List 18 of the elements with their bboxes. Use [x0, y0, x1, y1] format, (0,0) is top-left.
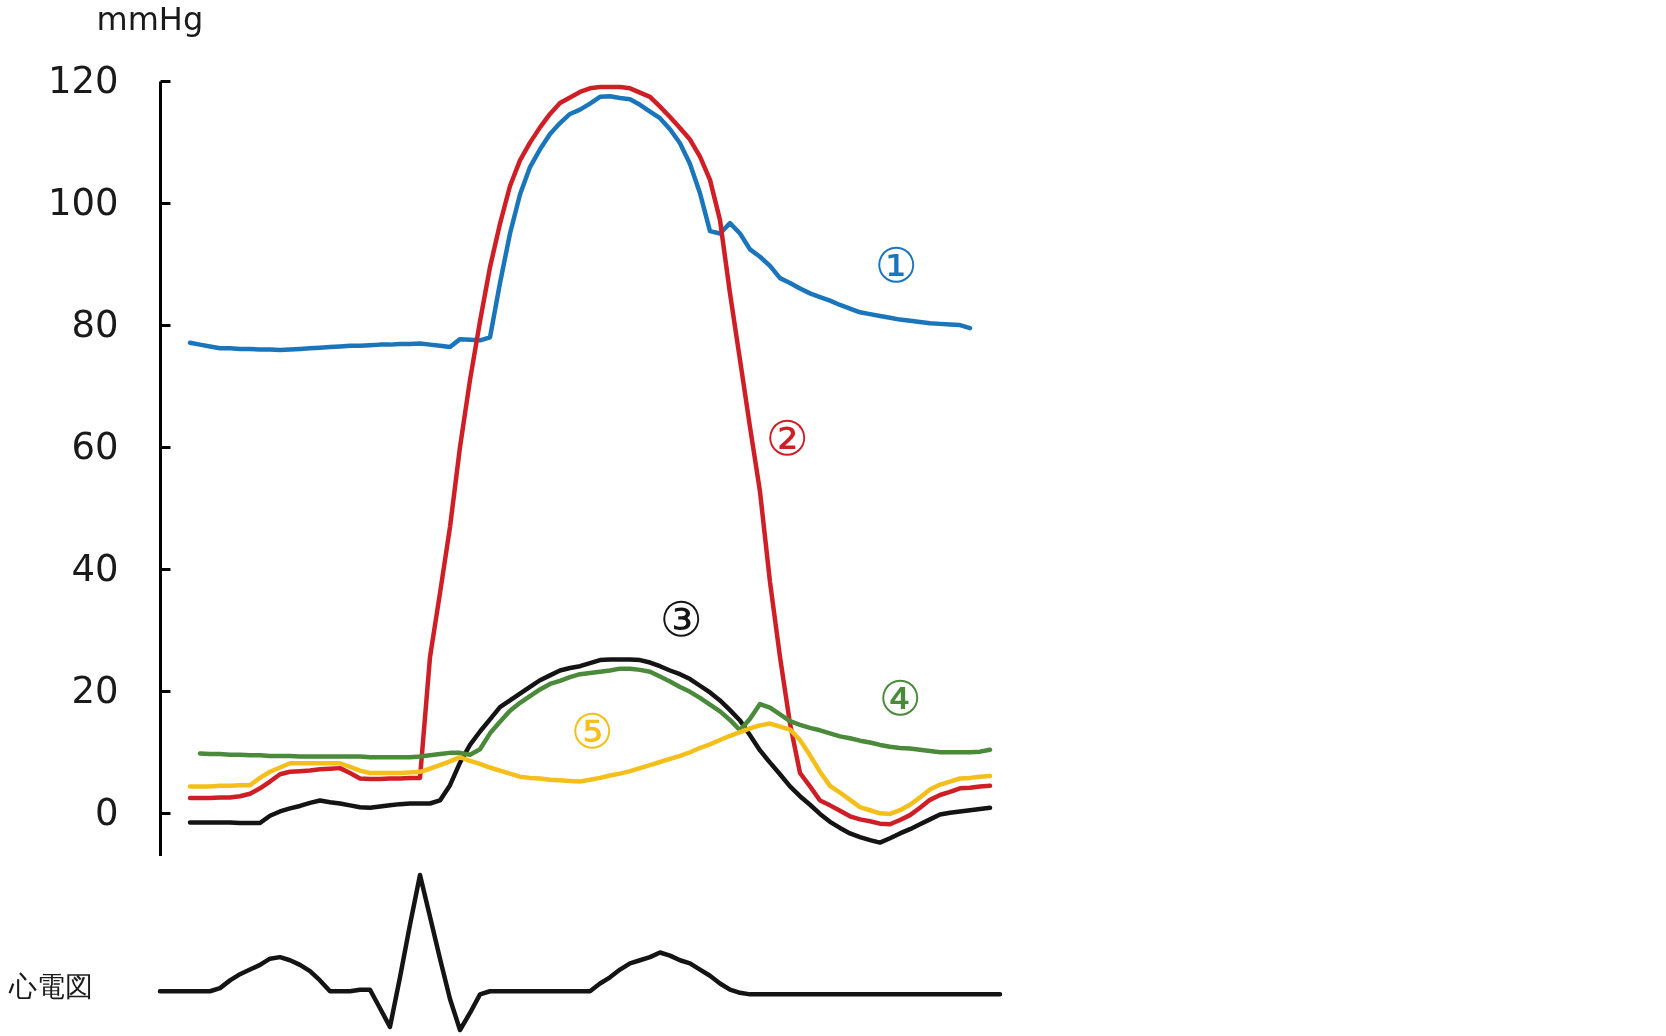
line-series	[187, 94, 973, 353]
series-label: ⑤	[570, 702, 614, 759]
y-axis-title: mmHg	[96, 0, 204, 38]
y-tick-label: 40	[71, 546, 119, 590]
y-tick-label: 100	[47, 180, 119, 224]
series-label: ②	[765, 410, 809, 466]
y-tick-label: 80	[71, 302, 119, 346]
y-tick-label: 0	[94, 790, 119, 834]
series-label: ④	[878, 669, 922, 726]
line-series	[197, 666, 993, 760]
y-tick-label: 60	[71, 424, 119, 468]
line-series	[187, 84, 993, 827]
y-axis-title: 心電図	[7, 969, 93, 1003]
series-label: ①	[874, 236, 918, 293]
y-tick-label: 20	[71, 668, 119, 712]
y-tick-label: 120	[47, 58, 119, 102]
series-label: ③	[659, 591, 703, 648]
line-series	[187, 657, 993, 845]
